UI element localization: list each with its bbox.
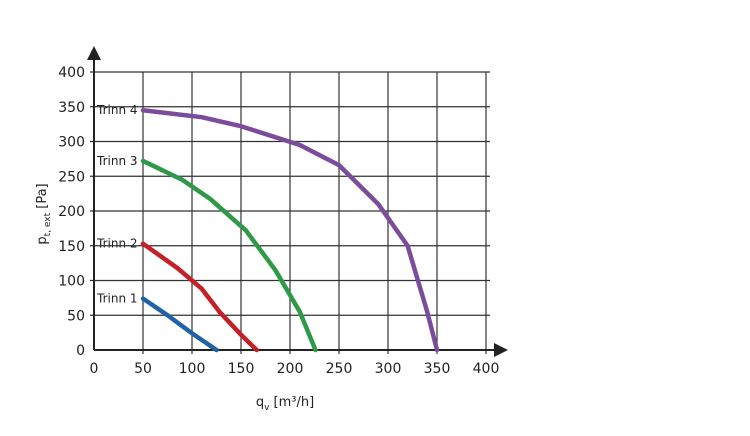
x-tick-labels: 0 50 100 150 200 250 300 350 400 <box>90 361 500 377</box>
y-tick-label: 150 <box>58 239 85 255</box>
x-tick-label: 350 <box>424 361 451 377</box>
y-tick-label: 250 <box>58 169 85 185</box>
series-line-trinn-4 <box>140 107 440 353</box>
x-tick-label: 250 <box>326 361 353 377</box>
axes <box>87 46 508 357</box>
series-label-trinn-4: Trinn 4 <box>96 103 138 117</box>
y-tick-label: 400 <box>58 65 85 81</box>
series-line-trinn-3 <box>140 158 318 353</box>
x-tick-label: 100 <box>179 361 206 377</box>
x-tick-label: 150 <box>228 361 255 377</box>
y-axis-title: pt, ext [Pa] <box>35 183 53 244</box>
y-tick-label: 300 <box>58 135 85 151</box>
x-axis-arrow-icon <box>494 343 508 357</box>
y-tick-label: 200 <box>58 204 85 220</box>
series-label-trinn-3: Trinn 3 <box>96 154 138 168</box>
y-axis-arrow-icon <box>87 46 101 60</box>
x-tick-label: 0 <box>90 361 99 377</box>
y-tick-labels: 0 50 100 150 200 250 300 350 400 <box>58 65 85 359</box>
x-axis-title: qv [m³/h] <box>256 395 314 413</box>
x-tick-label: 300 <box>375 361 402 377</box>
series-labels: Trinn 1 Trinn 2 Trinn 3 Trinn 4 <box>96 103 138 305</box>
x-tick-label: 50 <box>134 361 152 377</box>
series-label-trinn-2: Trinn 2 <box>96 237 138 251</box>
grid-lines <box>90 71 490 354</box>
series-lines <box>140 107 440 353</box>
series-label-trinn-1: Trinn 1 <box>96 292 138 306</box>
series-line-trinn-1 <box>140 296 219 353</box>
y-tick-label: 50 <box>67 308 85 324</box>
y-tick-label: 0 <box>76 343 85 359</box>
x-tick-label: 400 <box>473 361 500 377</box>
x-tick-label: 200 <box>277 361 304 377</box>
series-line-trinn-2 <box>140 241 259 353</box>
y-tick-label: 100 <box>58 274 85 290</box>
y-tick-label: 350 <box>58 100 85 116</box>
